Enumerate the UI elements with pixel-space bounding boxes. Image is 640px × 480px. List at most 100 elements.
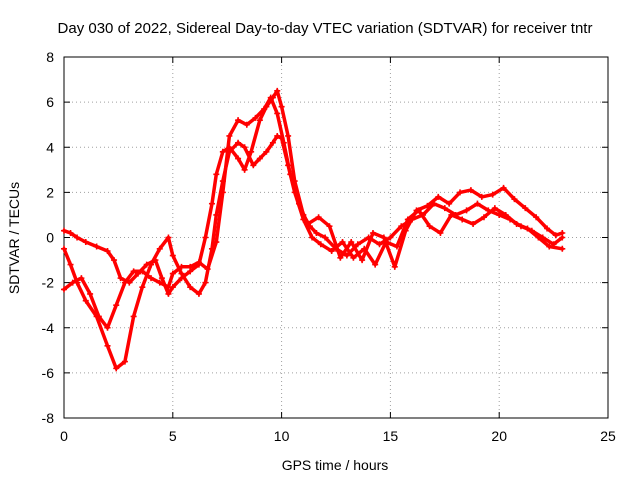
data-point bbox=[459, 216, 466, 223]
data-point bbox=[256, 155, 263, 162]
grid bbox=[64, 57, 608, 418]
x-tick-label: 15 bbox=[383, 428, 399, 444]
data-point bbox=[69, 279, 76, 286]
data-point bbox=[158, 275, 165, 282]
data-point bbox=[165, 234, 172, 241]
data-point bbox=[359, 257, 366, 264]
data-point bbox=[343, 252, 350, 259]
y-tick-label: 8 bbox=[46, 49, 54, 65]
data-point bbox=[169, 270, 176, 277]
data-point bbox=[304, 220, 311, 227]
data-point bbox=[513, 220, 520, 227]
data-point bbox=[61, 245, 67, 252]
data-point bbox=[426, 223, 433, 230]
data-point bbox=[241, 144, 248, 151]
x-tick-label: 5 bbox=[169, 428, 177, 444]
y-axis-label: SDTVAR / TECUs bbox=[6, 182, 22, 294]
data-point bbox=[309, 234, 316, 241]
data-point bbox=[87, 290, 94, 297]
data-point bbox=[243, 121, 250, 128]
data-point bbox=[93, 243, 100, 250]
data-point bbox=[139, 268, 146, 275]
data-point bbox=[500, 184, 507, 191]
data-point bbox=[533, 214, 540, 221]
data-point bbox=[82, 239, 89, 246]
data-point bbox=[61, 227, 67, 234]
data-point bbox=[491, 205, 498, 212]
data-point bbox=[111, 257, 118, 264]
data-point bbox=[156, 245, 163, 252]
y-tick-label: 0 bbox=[46, 230, 54, 246]
data-point bbox=[78, 275, 85, 282]
data-point bbox=[67, 229, 74, 236]
data-point bbox=[435, 193, 442, 200]
data-point bbox=[546, 243, 553, 250]
data-point bbox=[393, 243, 400, 250]
data-point bbox=[544, 225, 551, 232]
data-point bbox=[559, 245, 566, 252]
data-point bbox=[322, 234, 329, 241]
data-point bbox=[241, 166, 248, 173]
data-point bbox=[267, 94, 274, 101]
data-point bbox=[235, 155, 242, 162]
data-point bbox=[424, 202, 431, 209]
data-point bbox=[156, 279, 163, 286]
data-point bbox=[213, 171, 220, 178]
data-point bbox=[226, 132, 233, 139]
data-point bbox=[285, 132, 292, 139]
data-point bbox=[95, 313, 102, 320]
data-point bbox=[441, 205, 448, 212]
data-point bbox=[67, 261, 74, 268]
data-point bbox=[165, 284, 172, 291]
data-point bbox=[204, 266, 211, 273]
data-point bbox=[354, 241, 361, 248]
data-point bbox=[522, 205, 529, 212]
data-point bbox=[113, 365, 120, 372]
data-point bbox=[213, 239, 220, 246]
data-point bbox=[478, 193, 485, 200]
data-point bbox=[317, 241, 324, 248]
data-point bbox=[261, 105, 268, 112]
data-point bbox=[402, 227, 409, 234]
data-point bbox=[263, 148, 270, 155]
data-point bbox=[446, 200, 453, 207]
data-point bbox=[219, 148, 226, 155]
data-point bbox=[248, 148, 255, 155]
data-point bbox=[387, 234, 394, 241]
data-point bbox=[315, 214, 322, 221]
data-point bbox=[235, 117, 242, 124]
data-point bbox=[502, 211, 509, 218]
data-point bbox=[139, 284, 146, 291]
data-point bbox=[195, 259, 202, 266]
data-point bbox=[278, 103, 285, 110]
data-point bbox=[202, 279, 209, 286]
data-point bbox=[252, 114, 259, 121]
data-point bbox=[489, 191, 496, 198]
data-point bbox=[369, 229, 376, 236]
x-axis-label: GPS time / hours bbox=[282, 457, 389, 473]
data-point bbox=[480, 214, 487, 221]
data-point bbox=[74, 234, 81, 241]
y-tick-label: -8 bbox=[42, 410, 55, 426]
data-point bbox=[372, 261, 379, 268]
y-tick-label: 6 bbox=[46, 94, 54, 110]
data-point bbox=[187, 284, 194, 291]
axis-ticks: 0 5 10 15 20 25 -8 -6 -4 -2 0 2 4 6 8 bbox=[42, 49, 616, 444]
data-point bbox=[274, 87, 281, 94]
chart-title: Day 030 of 2022, Sidereal Day-to-day VTE… bbox=[58, 20, 593, 37]
x-tick-label: 25 bbox=[600, 428, 616, 444]
y-tick-label: -6 bbox=[42, 365, 55, 381]
data-point bbox=[296, 200, 303, 207]
data-point bbox=[552, 232, 559, 239]
data-point bbox=[437, 229, 444, 236]
data-point bbox=[61, 286, 67, 293]
data-point bbox=[178, 270, 185, 277]
data-point bbox=[165, 290, 172, 297]
data-point bbox=[121, 358, 128, 365]
y-tick-label: -4 bbox=[42, 320, 55, 336]
data-point bbox=[274, 110, 281, 117]
data-point bbox=[130, 313, 137, 320]
x-tick-label: 0 bbox=[60, 428, 68, 444]
data-point bbox=[121, 279, 128, 286]
